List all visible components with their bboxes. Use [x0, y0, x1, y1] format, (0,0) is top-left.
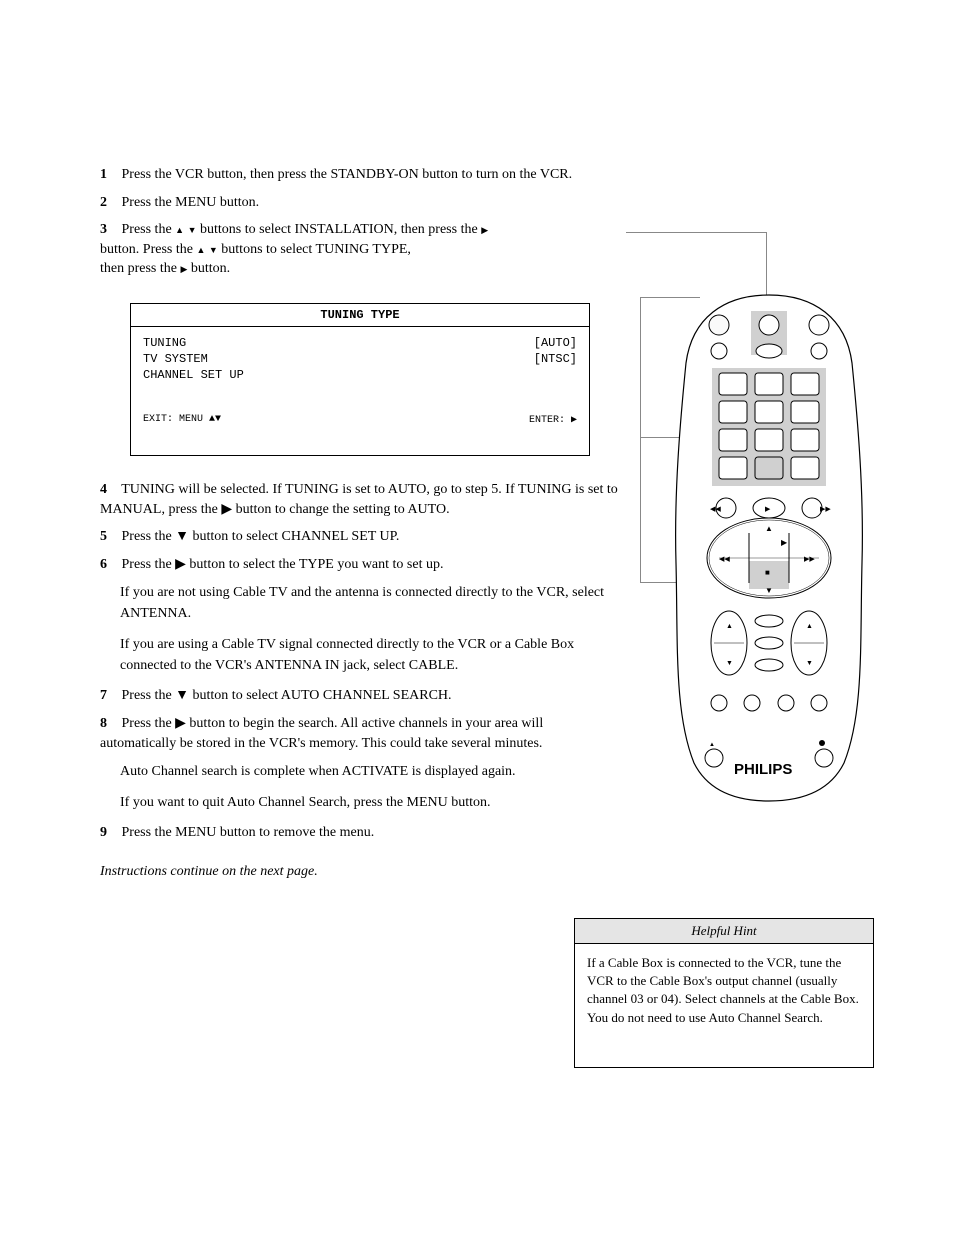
- para-antenna: If you are not using Cable TV and the an…: [100, 582, 620, 624]
- triangle-up-icon: ▲: [196, 245, 205, 255]
- step-3d: buttons to select TUNING TYPE,: [221, 242, 411, 257]
- step-6: 6 Press the ▶ button to select the TYPE …: [100, 555, 620, 575]
- step-num-7: 7: [100, 686, 118, 706]
- osd-menu-hint: EXIT: MENU ▲▼ ENTER: ▶: [143, 413, 577, 427]
- osd-menu-row: CHANNEL SET UP: [143, 367, 577, 383]
- main-content: 1 Press the VCR button, then press the S…: [100, 165, 620, 892]
- step-5: 5 Press the ▼ button to select CHANNEL S…: [100, 527, 620, 547]
- step-3e: then press the: [100, 261, 177, 276]
- para-quit: If you want to quit Auto Channel Search,…: [100, 792, 620, 813]
- svg-text:◀◀: ◀◀: [719, 556, 730, 563]
- triangle-right-icon: ▶: [180, 264, 187, 274]
- step-num-2: 2: [100, 193, 118, 213]
- step-3c: button. Press the: [100, 242, 193, 257]
- lead-line: [626, 232, 766, 233]
- osd-menu-body: TUNING [AUTO] TV SYSTEM [NTSC] CHANNEL S…: [131, 327, 589, 455]
- tip-header: Helpful Hint: [575, 919, 873, 944]
- osd-row-label: TV SYSTEM: [143, 352, 208, 366]
- step-text-8: Press the ▶ button to begin the search. …: [100, 716, 543, 751]
- osd-hint-right: ENTER: ▶: [529, 414, 577, 426]
- helpful-hint-box: Helpful Hint If a Cable Box is connected…: [574, 918, 874, 1068]
- divider-dotted: ........................................…: [100, 131, 894, 137]
- step-num-3: 3: [100, 220, 118, 240]
- brand-logo: PHILIPS: [734, 761, 792, 778]
- step-text-7: Press the ▼ button to select AUTO CHANNE…: [122, 688, 452, 703]
- triangle-down-icon: ▼: [188, 225, 197, 235]
- step-text-2: Press the MENU button.: [122, 195, 260, 210]
- step-text-9: Press the MENU button to remove the menu…: [122, 825, 375, 840]
- step-num-9: 9: [100, 823, 118, 843]
- step-text-6: Press the ▶ button to select the TYPE yo…: [122, 557, 444, 572]
- osd-row-label: TUNING: [143, 336, 186, 350]
- svg-text:◀◀: ◀◀: [710, 506, 721, 513]
- step-3b: buttons to select INSTALLATION, then pre…: [200, 222, 478, 237]
- svg-text:▶▶: ▶▶: [804, 556, 815, 563]
- step-9: 9 Press the MENU button to remove the me…: [100, 823, 620, 843]
- step-text-5: Press the ▼ button to select CHANNEL SET…: [122, 529, 400, 544]
- step-2: 2 Press the MENU button.: [100, 193, 620, 213]
- remote-svg: ◀◀ ▶ ▶▶ ▲ ▼ ◀◀ ▶▶ ▶ ■ ▲ ▼ ▲ ▼: [664, 293, 874, 803]
- step-text-4: TUNING will be selected. If TUNING is se…: [100, 482, 618, 517]
- osd-menu-title: TUNING TYPE: [131, 304, 589, 327]
- svg-text:▶▶: ▶▶: [820, 506, 831, 513]
- triangle-right-icon: ▶: [481, 225, 488, 235]
- svg-text:▼: ▼: [806, 660, 813, 667]
- osd-row-label: CHANNEL SET UP: [143, 368, 244, 382]
- step-num-1: 1: [100, 165, 118, 185]
- remote-control-illustration: ◀◀ ▶ ▶▶ ▲ ▼ ◀◀ ▶▶ ▶ ■ ▲ ▼ ▲ ▼: [664, 293, 874, 808]
- osd-menu-row: TV SYSTEM [NTSC]: [143, 351, 577, 367]
- step-num-4: 4: [100, 480, 118, 500]
- triangle-down-icon: ▼: [209, 245, 218, 255]
- step-7: 7 Press the ▼ button to select AUTO CHAN…: [100, 686, 620, 706]
- step-text-1: Press the VCR button, then press the STA…: [122, 167, 573, 182]
- tip-body: If a Cable Box is connected to the VCR, …: [575, 944, 873, 1067]
- triangle-up-icon: ▲: [175, 225, 184, 235]
- step-1: 1 Press the VCR button, then press the S…: [100, 165, 620, 185]
- svg-text:■: ■: [765, 568, 770, 577]
- step-3f: button.: [191, 261, 230, 276]
- step-num-8: 8: [100, 714, 118, 734]
- para-complete: Auto Channel search is complete when ACT…: [100, 761, 620, 782]
- step-4: 4 TUNING will be selected. If TUNING is …: [100, 480, 620, 519]
- svg-text:▲: ▲: [709, 742, 715, 748]
- osd-menu-box: TUNING TYPE TUNING [AUTO] TV SYSTEM [NTS…: [130, 303, 590, 456]
- svg-text:▶: ▶: [781, 538, 788, 547]
- step-num-6: 6: [100, 555, 118, 575]
- lead-line: [640, 297, 641, 582]
- osd-menu-row: TUNING [AUTO]: [143, 335, 577, 351]
- osd-row-val: [NTSC]: [534, 352, 577, 366]
- svg-text:▼: ▼: [726, 660, 733, 667]
- osd-row-val: [AUTO]: [534, 336, 577, 350]
- step-num-5: 5: [100, 527, 118, 547]
- continue-note: Instructions continue on the next page.: [100, 861, 620, 882]
- svg-text:▶: ▶: [765, 506, 771, 513]
- step-3: 3 Press the ▲ ▼ buttons to select INSTAL…: [100, 220, 620, 279]
- osd-hint-left: EXIT: MENU ▲▼: [143, 414, 221, 426]
- step-8: 8 Press the ▶ button to begin the search…: [100, 714, 620, 753]
- svg-text:▼: ▼: [765, 586, 773, 595]
- svg-text:▲: ▲: [806, 623, 813, 630]
- step-3a: Press the: [122, 222, 172, 237]
- svg-text:▲: ▲: [765, 524, 773, 533]
- svg-text:▲: ▲: [726, 623, 733, 630]
- para-cable: If you are using a Cable TV signal conne…: [100, 634, 620, 676]
